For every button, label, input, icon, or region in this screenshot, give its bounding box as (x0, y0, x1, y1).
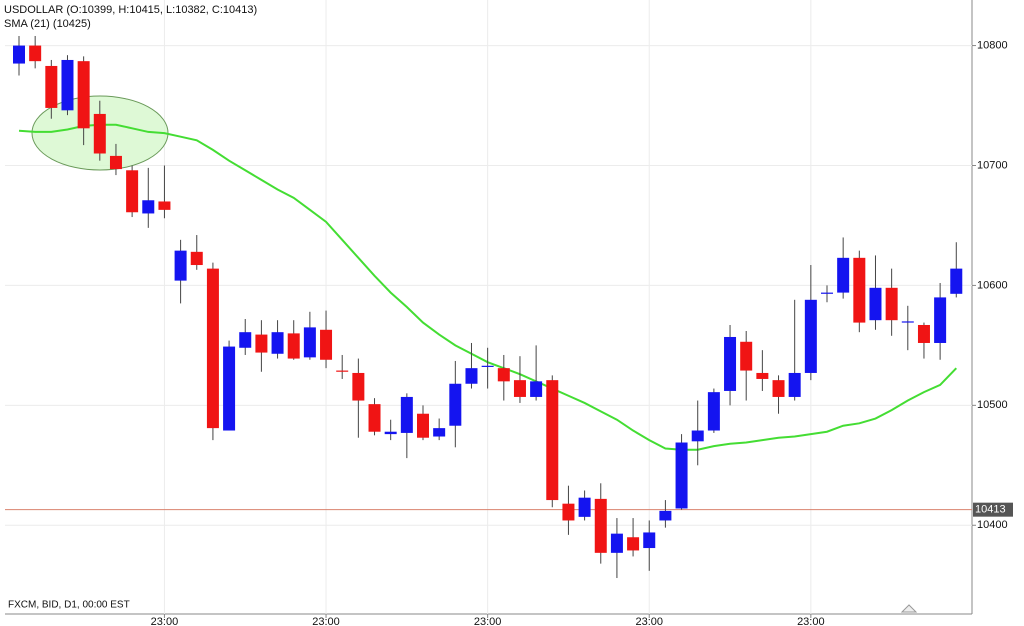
candle-body (627, 537, 640, 551)
candle-body (336, 370, 349, 372)
candle-body (61, 59, 74, 111)
candle-body (13, 45, 25, 64)
candle-body (287, 333, 300, 359)
x-tick-label: 23:00 (474, 616, 502, 626)
candle-body (271, 332, 284, 354)
candle-body (562, 503, 575, 521)
candle-body (821, 292, 833, 294)
candle-body (756, 372, 769, 379)
candle-body (659, 510, 672, 521)
candle-body (497, 368, 510, 382)
candle-body (93, 113, 106, 154)
candle-body (77, 61, 90, 129)
candle-body (853, 257, 866, 323)
x-tick-label: 23:00 (635, 616, 663, 626)
candle-body (29, 45, 42, 62)
candle-body (530, 381, 543, 397)
candle-body (740, 341, 753, 371)
candle-body (788, 372, 801, 397)
sma-legend: SMA (21) (10425) (4, 18, 91, 30)
candle-body (546, 380, 559, 501)
candle-body (513, 380, 526, 397)
candle-body (142, 200, 155, 214)
candle-body (950, 268, 963, 294)
candle-body (885, 287, 898, 321)
candle-body (433, 428, 446, 437)
candle-body (255, 334, 268, 353)
candle-body (45, 65, 58, 108)
candle-body (239, 332, 252, 348)
candle-body (190, 251, 203, 266)
candle-body (804, 299, 817, 373)
candle-body (417, 413, 429, 438)
candle-body (917, 324, 930, 343)
grid (5, 0, 976, 618)
y-tick-label: 10700 (977, 159, 1008, 171)
candle-body (901, 321, 914, 323)
candle-body (109, 155, 122, 170)
candle-body (320, 329, 333, 360)
y-tick-label: 10500 (977, 399, 1008, 411)
x-tick-label: 23:00 (797, 616, 825, 626)
candle-body (126, 170, 139, 213)
candle-body (384, 431, 397, 435)
candle-body (691, 430, 704, 442)
candle-body (594, 498, 607, 553)
x-tick-label: 23:00 (151, 616, 179, 626)
price-label: 10413 (975, 504, 1006, 516)
candle-body (724, 336, 737, 391)
footer-bg (4, 598, 154, 611)
marks (13, 35, 963, 579)
candle-body (174, 250, 187, 281)
candle-body (675, 442, 688, 509)
candle-body (206, 268, 219, 429)
price-label-bg (973, 502, 1013, 517)
candle-body (465, 368, 478, 384)
candle-body (837, 257, 850, 293)
candle-body (303, 327, 316, 358)
candle-body (368, 404, 381, 432)
candle-body (578, 497, 591, 517)
candle-body (643, 532, 656, 549)
candle-body (223, 346, 236, 431)
candle-body (610, 533, 623, 553)
footer: FXCM, BID, D1, 00:00 EST (8, 600, 130, 611)
scroll-marker (900, 604, 918, 613)
y-tick-label: 10800 (977, 39, 1008, 51)
candle-body (400, 396, 413, 433)
candle-body (481, 365, 494, 367)
candle-body (772, 380, 785, 397)
candle-body (707, 392, 720, 431)
candle-body (934, 297, 947, 343)
candle-body (352, 372, 365, 401)
candle-body (869, 287, 882, 321)
y-tick-label: 10600 (977, 279, 1008, 291)
candle-body (449, 383, 462, 426)
y-tick-label: 10400 (977, 519, 1008, 531)
candle-body (158, 201, 171, 210)
x-tick-label: 23:00 (312, 616, 340, 626)
chart-title: USDOLLAR (O:10399, H:10415, L:10382, C:1… (4, 4, 257, 16)
